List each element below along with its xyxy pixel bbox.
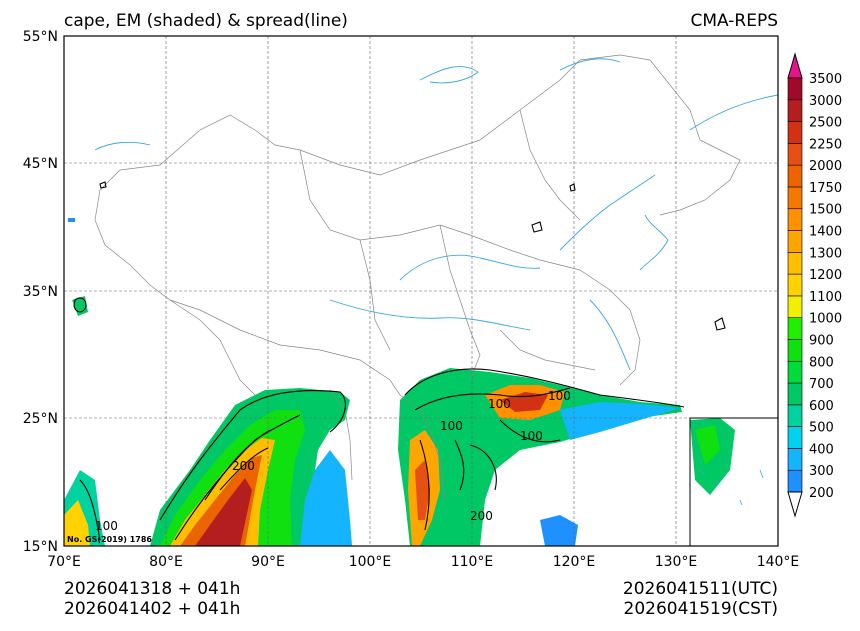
map-frame <box>63 35 779 547</box>
contour-label: 100 <box>440 419 463 433</box>
map-area: 100 100 100 100 200 200 100 No. GS(2019)… <box>64 36 778 546</box>
colorbar-segment <box>787 77 803 101</box>
colorbar-tick-label: 1750 <box>809 181 842 196</box>
colorbar-tick-label: 1500 <box>809 203 842 218</box>
contour-label: 100 <box>95 519 118 533</box>
lon-label: 90°E <box>251 554 285 570</box>
longitude-axis: 70°E 80°E 90°E 100°E 110°E 120°E 130°E 1… <box>47 554 799 570</box>
lat-label: 25°N <box>23 411 58 427</box>
colorbar-tick-label: 2500 <box>809 116 842 131</box>
colorbar-segment <box>787 317 803 340</box>
lat-label: 15°N <box>23 539 58 555</box>
colorbar-tick-label: 600 <box>809 399 834 414</box>
forecast-times: 2026041318 + 041h 2026041402 + 041h 2026… <box>64 579 778 619</box>
lat-label: 45°N <box>23 156 58 172</box>
contour-label: 200 <box>232 459 255 473</box>
admin-boundaries <box>94 54 741 501</box>
colorbar-segment <box>787 208 803 231</box>
contour-label: 100 <box>548 389 571 403</box>
colorbar-segment <box>787 448 803 471</box>
lat-label: 55°N <box>23 29 58 45</box>
colorbar-extend-max <box>787 52 803 79</box>
colorbar-segment <box>787 143 803 166</box>
cape-shading-bay-of-bengal <box>64 388 352 546</box>
spread-contours <box>73 181 726 541</box>
colorbar-tick-label: 2250 <box>809 137 842 152</box>
colorbar-tick-label: 500 <box>809 421 834 436</box>
colorbar-tick-label: 3500 <box>809 72 842 87</box>
colorbar-tick-label: 400 <box>809 442 834 457</box>
colorbar-tick-label: 1400 <box>809 225 842 240</box>
colorbar-segment <box>787 360 803 384</box>
colorbar-tick-label: 300 <box>809 464 834 479</box>
model-name: CMA-REPS <box>690 11 778 31</box>
colorbar-tick-label: 1000 <box>809 312 842 327</box>
colorbar-tick-label: 3000 <box>809 94 842 109</box>
map-title: cape, EM (shaded) & spread(line) <box>64 11 348 31</box>
colorbar-tick-label: 1300 <box>809 246 842 261</box>
lon-label: 110°E <box>451 554 494 570</box>
colorbar-tick-label: 2000 <box>809 159 842 174</box>
lat-label: 35°N <box>23 284 58 300</box>
colorbar-segment <box>787 121 803 144</box>
cape-shading-south-china <box>68 218 735 546</box>
colorbar-segment <box>787 99 803 122</box>
lat-lon-grid <box>64 36 778 546</box>
lon-label: 100°E <box>349 554 392 570</box>
valid-time-cst: 2026041519(CST) <box>624 599 778 619</box>
lon-label: 140°E <box>757 554 800 570</box>
valid-time-utc: 2026041511(UTC) <box>623 579 778 599</box>
colorbar-tick-label: 1100 <box>809 290 842 305</box>
colorbar-segment <box>787 186 803 210</box>
map-approval-note: No. GS(2019) 1786 <box>67 535 152 544</box>
latitude-axis: 15°N 25°N 35°N 45°N 55°N <box>23 29 58 555</box>
colorbar-segment <box>787 230 803 253</box>
lon-label: 80°E <box>149 554 183 570</box>
cape-colorbar: 200 300 400 500 600 700 800 900 1000 1100 1200 1300… <box>787 52 842 518</box>
contour-label: 200 <box>470 509 493 523</box>
init-time-cst: 2026041402 + 041h <box>64 599 240 619</box>
colorbar-tick-label: 200 <box>809 486 834 501</box>
colorbar-tick-label: 1200 <box>809 268 842 283</box>
colorbar-segment <box>787 426 803 449</box>
lon-label: 120°E <box>553 554 596 570</box>
colorbar-tick-label: 800 <box>809 355 834 370</box>
lon-label: 130°E <box>655 554 698 570</box>
colorbar-tick-label: 900 <box>809 333 834 348</box>
colorbar-segment <box>787 469 803 493</box>
contour-label: 100 <box>520 429 543 443</box>
contour-label: 100 <box>488 397 511 411</box>
colorbar-extend-min <box>787 491 803 518</box>
colorbar-segment <box>787 404 803 427</box>
colorbar-segment <box>787 382 803 406</box>
colorbar-segment <box>787 295 803 318</box>
colorbar-segment <box>787 273 803 297</box>
colorbar-tick-label: 700 <box>809 377 834 392</box>
colorbar-segment <box>787 252 803 275</box>
south-china-sea-inset <box>689 417 778 546</box>
lon-label: 70°E <box>47 554 81 570</box>
init-time-utc: 2026041318 + 041h <box>64 579 240 599</box>
contour-labels: 100 100 100 100 200 200 100 <box>95 389 571 533</box>
colorbar-segment <box>787 339 803 362</box>
rivers-coastlines <box>94 58 778 371</box>
colorbar-segment <box>787 164 803 188</box>
